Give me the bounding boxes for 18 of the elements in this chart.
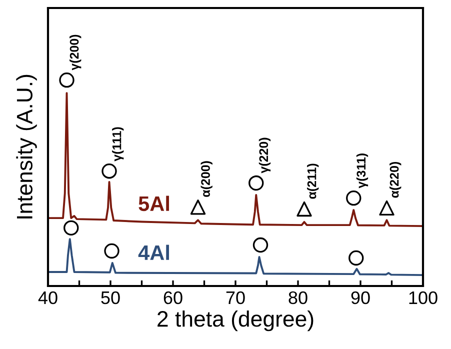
series-label: 4Al bbox=[138, 244, 169, 260]
annotation: γ(220) bbox=[258, 138, 271, 174]
annotation: γ(311) bbox=[356, 154, 368, 188]
annotation: α(200) bbox=[200, 161, 212, 197]
x-tick-label: 40 bbox=[38, 291, 58, 304]
x-tick-label: 90 bbox=[351, 291, 370, 304]
x-tick-label: 100 bbox=[409, 291, 438, 304]
annotation: γ(111) bbox=[112, 127, 124, 162]
y-axis-title: Intensity (A.U.) bbox=[16, 74, 37, 218]
annotation: α(220) bbox=[390, 162, 402, 198]
annotation: α(211) bbox=[307, 164, 319, 199]
x-tick-label: 70 bbox=[226, 291, 245, 304]
x-tick-label: 80 bbox=[288, 291, 308, 304]
x-tick-label: 50 bbox=[101, 291, 120, 304]
series-label: 5Al bbox=[138, 196, 169, 212]
annotation: γ(200) bbox=[70, 34, 82, 70]
x-axis-title: 2 theta (degree) bbox=[158, 310, 314, 332]
x-tick-label: 60 bbox=[164, 291, 182, 304]
